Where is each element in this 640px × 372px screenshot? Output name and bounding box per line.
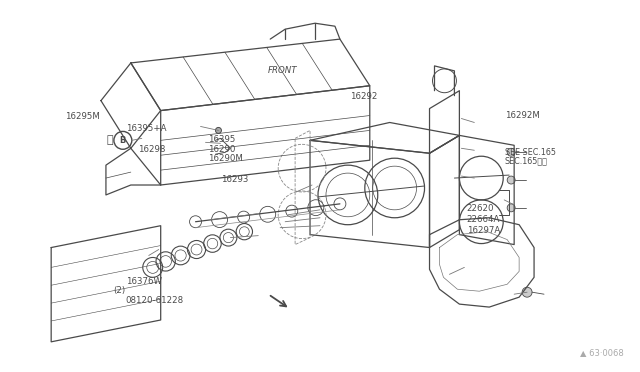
Circle shape — [507, 176, 515, 184]
Circle shape — [507, 148, 515, 156]
Text: 08120-61228: 08120-61228 — [125, 296, 184, 305]
Text: (2): (2) — [113, 286, 125, 295]
Text: Ⓑ: Ⓑ — [106, 135, 113, 145]
Circle shape — [522, 287, 532, 297]
Text: 16293: 16293 — [221, 175, 248, 184]
Text: B: B — [120, 136, 126, 145]
Circle shape — [507, 204, 515, 212]
Text: 16297A: 16297A — [467, 226, 500, 235]
Text: 16292: 16292 — [350, 92, 378, 101]
Text: 16376W: 16376W — [125, 277, 162, 286]
Text: 16395: 16395 — [209, 135, 236, 144]
Text: SEC.165参照: SEC.165参照 — [505, 156, 548, 166]
Text: 16298: 16298 — [138, 145, 166, 154]
Text: 16290: 16290 — [209, 145, 236, 154]
Text: 16395+A: 16395+A — [125, 124, 166, 133]
Circle shape — [216, 128, 221, 134]
Text: SEE SEC.165: SEE SEC.165 — [505, 148, 556, 157]
Text: 22620: 22620 — [467, 204, 494, 214]
Text: 16292M: 16292M — [505, 110, 540, 120]
Text: 22664A: 22664A — [467, 215, 500, 224]
Text: FRONT: FRONT — [268, 66, 297, 75]
Text: 16290M: 16290M — [209, 154, 243, 163]
Text: 16295M: 16295M — [65, 112, 100, 121]
Text: ▲ 63·0068: ▲ 63·0068 — [580, 348, 623, 357]
